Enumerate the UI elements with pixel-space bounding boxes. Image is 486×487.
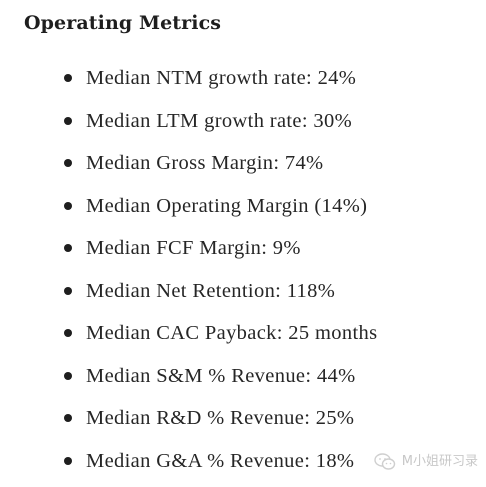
metric-text: Median FCF Margin: 9% — [86, 237, 301, 260]
bullet-icon — [64, 201, 72, 210]
list-item: Median S&M % Revenue: 44% — [0, 355, 486, 398]
watermark: M小姐研习录 — [374, 453, 478, 471]
metric-text: Median Operating Margin (14%) — [86, 194, 368, 217]
bullet-icon — [64, 74, 72, 83]
metric-text: Median NTM growth rate: 24% — [86, 67, 357, 90]
list-item: Median LTM growth rate: 30% — [0, 100, 486, 143]
watermark-text: M小姐研习录 — [401, 454, 478, 469]
list-item: Median Net Retention: 118% — [0, 270, 486, 313]
metric-text: Median Gross Margin: 74% — [86, 152, 324, 175]
metric-text: Median S&M % Revenue: 44% — [86, 364, 356, 387]
bullet-icon — [64, 116, 72, 125]
bullet-icon — [64, 371, 72, 380]
metric-text: Median LTM growth rate: 30% — [86, 109, 353, 132]
bullet-icon — [64, 286, 72, 295]
bullet-icon — [64, 414, 72, 423]
metrics-list: Median NTM growth rate: 24% Median LTM g… — [0, 57, 486, 482]
metric-text: Median Net Retention: 118% — [86, 279, 336, 302]
list-item: Median Gross Margin: 74% — [0, 142, 486, 185]
bullet-icon — [64, 244, 72, 253]
wechat-icon — [374, 453, 395, 470]
list-item: Median FCF Margin: 9% — [0, 227, 486, 270]
list-item: Median G&A % Revenue: 18% — [0, 440, 486, 483]
bullet-icon — [64, 456, 72, 465]
metric-text: Median R&D % Revenue: 25% — [86, 407, 355, 430]
metric-text: Median CAC Payback: 25 months — [86, 322, 378, 345]
list-item: Median NTM growth rate: 24% — [0, 57, 486, 100]
bullet-icon — [64, 329, 72, 338]
list-item: Median Operating Margin (14%) — [0, 185, 486, 228]
bullet-icon — [64, 159, 72, 168]
list-item: Median CAC Payback: 25 months — [0, 312, 486, 355]
metric-text: Median G&A % Revenue: 18% — [86, 449, 355, 472]
section-title: Operating Metrics — [24, 12, 222, 34]
list-item: Median R&D % Revenue: 25% — [0, 397, 486, 440]
